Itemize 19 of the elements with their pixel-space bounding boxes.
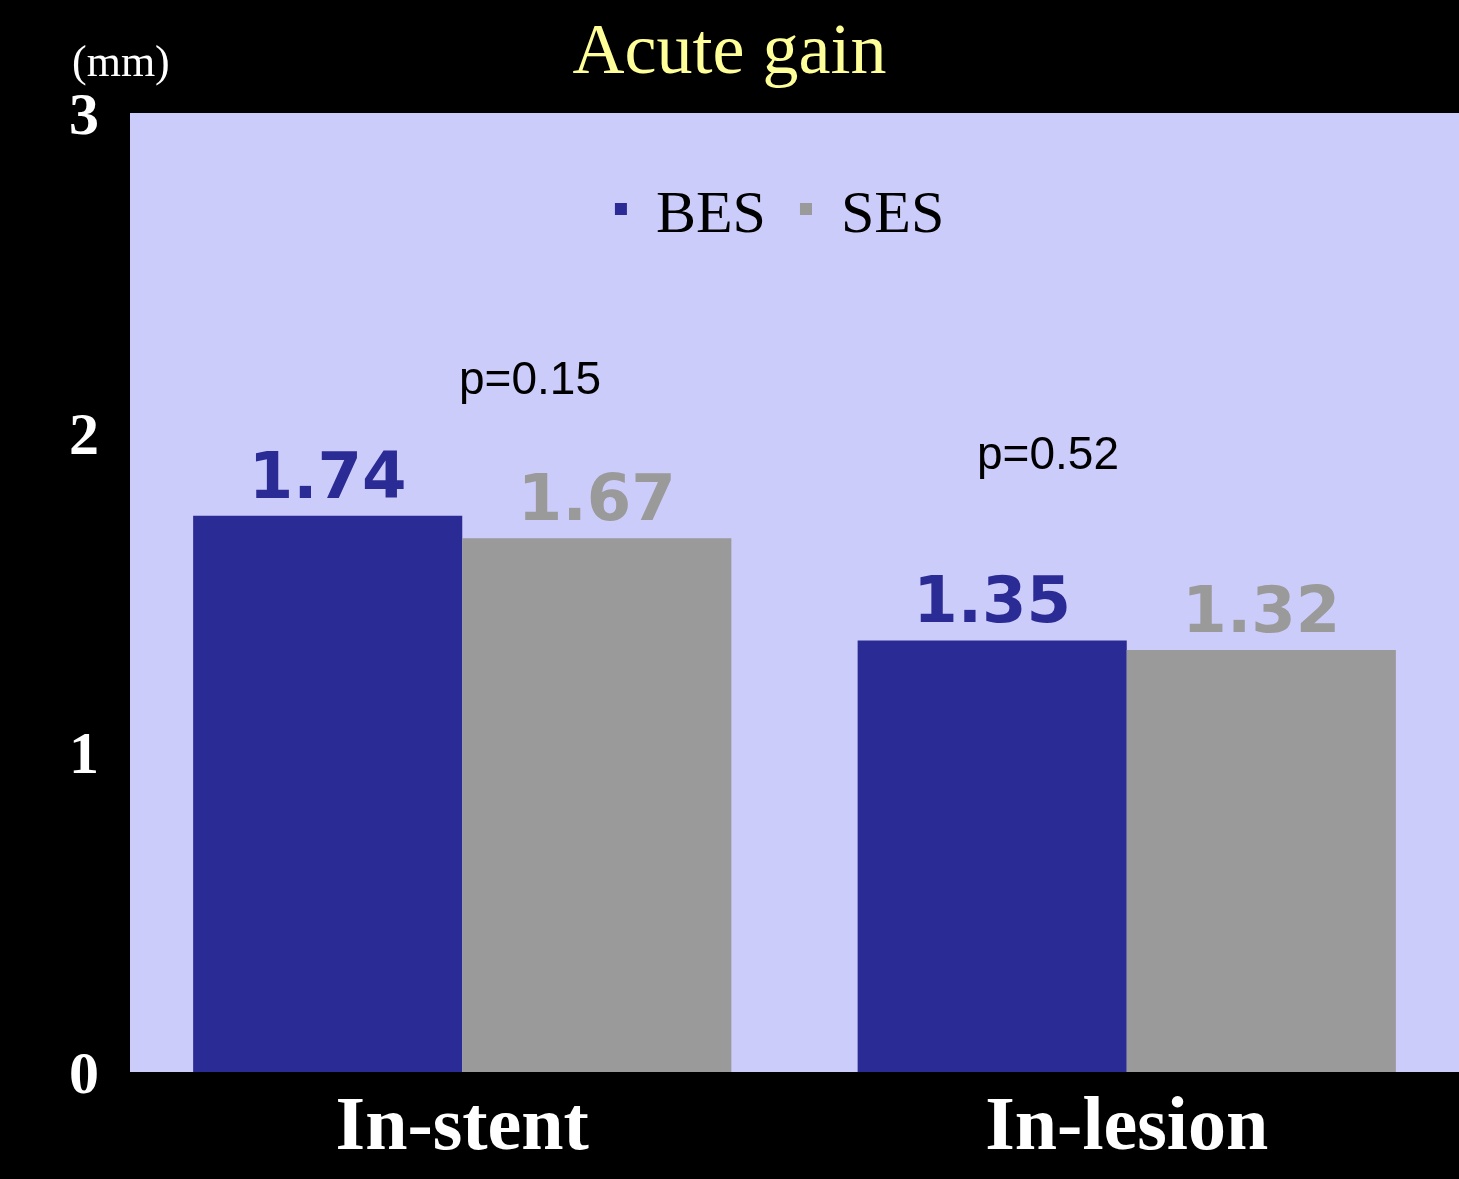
legend-label: SES xyxy=(840,179,945,246)
bar xyxy=(462,538,732,1072)
y-tick-label: 1 xyxy=(69,720,99,787)
x-tick-label: In-stent xyxy=(335,1081,589,1165)
y-tick-label: 0 xyxy=(69,1040,99,1106)
y-axis-title: (mm) xyxy=(72,37,170,86)
chart-title: Acute gain xyxy=(572,9,887,90)
annotation: p=0.52 xyxy=(977,427,1119,479)
data-label: 1.67 xyxy=(517,461,676,536)
y-tick-label: 2 xyxy=(69,400,99,467)
data-label: 1.74 xyxy=(248,438,407,513)
annotation: p=0.15 xyxy=(459,352,601,404)
data-label: 1.32 xyxy=(1182,573,1341,648)
bar xyxy=(857,640,1127,1072)
legend-label: BES xyxy=(655,179,766,246)
data-label: 1.35 xyxy=(913,563,1072,638)
bar xyxy=(193,515,463,1072)
x-tick-label: In-lesion xyxy=(985,1081,1269,1165)
bar xyxy=(1126,650,1396,1072)
